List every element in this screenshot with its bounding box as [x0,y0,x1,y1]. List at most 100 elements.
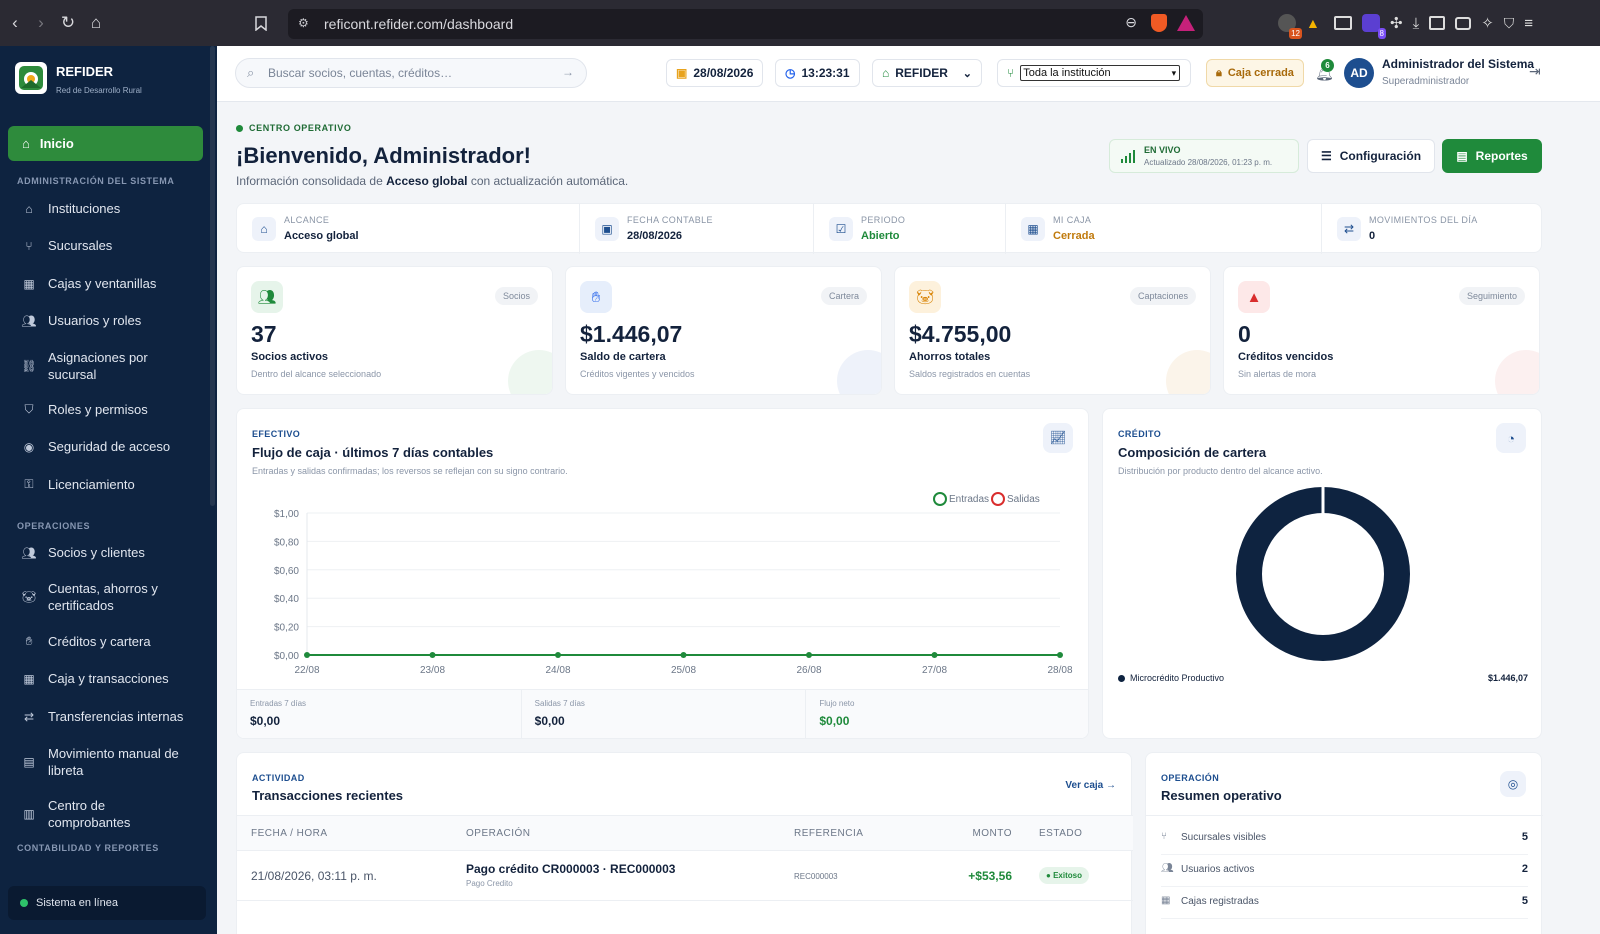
cash-register-icon: ▦ [1161,895,1171,906]
info-strip-item: ☑ PERIODO Abierto [814,204,1006,254]
sidebar-item-ops-4[interactable]: ⇄ Transferencias internas [22,708,188,725]
address-bar[interactable]: ⚙ reficont.refider.com/dashboard ⊖ [288,9,1203,39]
kpi-subtitle: Saldos registrados en cuentas [909,369,1031,379]
sidebar-item-ops-5[interactable]: ▤ Movimiento manual de libreta [22,745,188,779]
receipt-icon: ▥ [23,807,35,821]
swap-icon: ⇄ [1337,217,1361,241]
sidebar-section-operations: OPERACIONES [17,521,91,531]
kpi-badge: Captaciones [1129,287,1196,305]
summary-row-value: 5 [1521,831,1528,843]
branch-icon: ⑂ [25,238,33,253]
data-point [931,652,938,658]
donut-slice [1236,487,1410,661]
site-settings-icon[interactable]: ⚙ [298,16,309,30]
column-header[interactable]: REFERENCIA [794,828,864,839]
sidebar-item-admin-0[interactable]: ⌂ Instituciones [22,200,188,217]
cash-status-label: Caja cerrada [1227,67,1294,79]
institution-select[interactable]: ⌂ REFIDER ⌄ [872,59,982,87]
chart-icon[interactable]: 📈︎ [1043,423,1073,453]
forward-icon[interactable]: › [38,13,44,32]
extension-purple-icon[interactable]: 8 [1362,14,1386,39]
sidebar-toggle-icon[interactable] [1429,16,1446,30]
avatar[interactable]: AD [1344,58,1374,88]
legend-marker [933,492,947,506]
sidebar-item-label: Asignaciones por sucursal [48,350,148,382]
header-eyebrow: CENTRO OPERATIVO [236,123,351,133]
url-text: reficont.refider.com/dashboard [324,16,514,32]
search-input[interactable]: ⌕ Buscar socios, cuentas, créditos… → [235,58,587,88]
brave-shield-icon[interactable] [1151,14,1167,32]
sidebar-scrollbar[interactable] [210,46,215,506]
back-icon[interactable]: ‹ [12,13,18,32]
vpn-icon[interactable]: ⛉ [1503,14,1515,31]
sidebar-item-label: Licenciamiento [48,477,135,492]
home-icon[interactable]: ⌂ [90,13,102,32]
reports-button[interactable]: ▤ Reportes [1442,139,1542,173]
brave-rewards-icon[interactable] [1177,15,1195,31]
cashflow-summary-item: Entradas 7 días $0,00 [237,690,522,738]
kpi-decoration [508,350,552,394]
gauge-icon[interactable]: ◎ [1500,771,1526,797]
config-button[interactable]: ☰ Configuración [1307,139,1435,173]
calendar-check-icon: ☑ [829,217,853,241]
eyebrow-text: CENTRO OPERATIVO [249,123,352,133]
data-point [806,652,812,658]
bookmark-icon[interactable] [248,10,274,36]
view-cash-link[interactable]: Ver caja → [1065,780,1116,791]
kpi-value: 0 [1238,321,1251,347]
scope-select-value: Toda la institución [1023,67,1111,79]
column-header[interactable]: ESTADO [1039,828,1083,839]
menu-icon[interactable]: ≡ [1524,14,1534,32]
sidebar-item-admin-4[interactable]: ⛓ Asignaciones por sucursal [21,349,188,383]
sidebar-item-ops-0[interactable]: 👥︎ Socios y clientes [21,544,188,561]
sidebar-item-ops-1[interactable]: 🐷︎ Cuentas, ahorros y certificados [21,580,188,614]
sidebar-item-label: Centro de comprobantes [48,798,131,830]
sidebar-item-inicio[interactable]: ⌂ Inicio [8,126,203,161]
user-role: Superadministrador [1382,76,1470,87]
y-tick-label: $0,40 [274,594,299,605]
sidebar-item-admin-3[interactable]: 👥︎ Usuarios y roles [21,312,188,329]
sidebar-item-ops-3[interactable]: ▦ Caja y transacciones [22,670,188,687]
zoom-icon[interactable]: ⊖ [1125,14,1137,30]
sidebar-item-label: Caja y transacciones [48,671,169,686]
sidebar-item-admin-5[interactable]: ⛉ Roles y permisos [22,401,188,418]
legend-dot-icon [1118,675,1125,682]
drive-icon[interactable]: ▲ [1306,15,1320,31]
kpi-card: 🐷︎ Captaciones $4.755,00 Ahorros totales… [894,266,1211,395]
column-header[interactable]: OPERACIÓN [466,828,531,839]
data-point [304,652,310,658]
logout-icon[interactable]: ⇥ [1529,63,1541,79]
puzzle-icon[interactable]: ✣ [1390,15,1403,32]
pie-chart-icon[interactable]: ◔ [1496,423,1526,453]
sidebar-item-admin-2[interactable]: ▦ Cajas y ventanillas [22,275,188,292]
sidebar-item-label: Créditos y cartera [48,634,151,649]
leo-icon[interactable]: ✧ [1481,15,1494,32]
tx-operation: Pago crédito CR000003 · REC000003 [466,862,676,876]
sidebar-item-admin-1[interactable]: ⑂ Sucursales [22,237,188,254]
wallet-icon[interactable] [1455,16,1472,30]
screen-icon[interactable] [1334,16,1352,30]
kpi-decoration [837,350,881,394]
sidebar-item-admin-6[interactable]: ◉ Seguridad de acceso [22,438,188,455]
cash-status-pill: 🔒︎ Caja cerrada [1206,59,1304,87]
column-header[interactable]: MONTO [972,828,1012,839]
reload-icon[interactable]: ↻ [60,13,76,32]
column-header[interactable]: FECHA / HORA [251,828,328,839]
arrow-right-icon[interactable]: → [562,65,574,79]
x-tick-label: 27/08 [922,665,947,676]
scope-select[interactable]: Toda la institución ▾ [1020,65,1181,81]
cashflow-chart: $0,00 $0,20 $0,40 $0,60 $0,80 $1,00 22/08 23/08… [274,492,1073,676]
home-icon: ⌂ [22,136,30,151]
download-icon[interactable]: ⤓ [1412,14,1420,32]
y-tick-label: $0,20 [274,623,299,634]
kpi-label: Ahorros totales [909,351,991,363]
table-row[interactable]: 21/08/2026, 03:11 p. m. Pago crédito CR0… [237,851,1133,901]
portfolio-card: CRÉDITO Composición de cartera Distribuc… [1102,408,1542,739]
brand-subtitle: Red de Desarrollo Rural [56,86,142,95]
sidebar-item-ops-6[interactable]: ▥ Centro de comprobantes [22,797,188,831]
main-content: ⌕ Buscar socios, cuentas, créditos… → ▣ 2… [217,46,1600,934]
sidebar-item-admin-7[interactable]: ⚿ Licenciamiento [22,476,188,493]
sidebar-item-ops-2[interactable]: ✋︎ Créditos y cartera [22,633,188,650]
extension-icon[interactable]: 12 [1278,14,1302,39]
kpi-label: Saldo de cartera [580,351,666,363]
